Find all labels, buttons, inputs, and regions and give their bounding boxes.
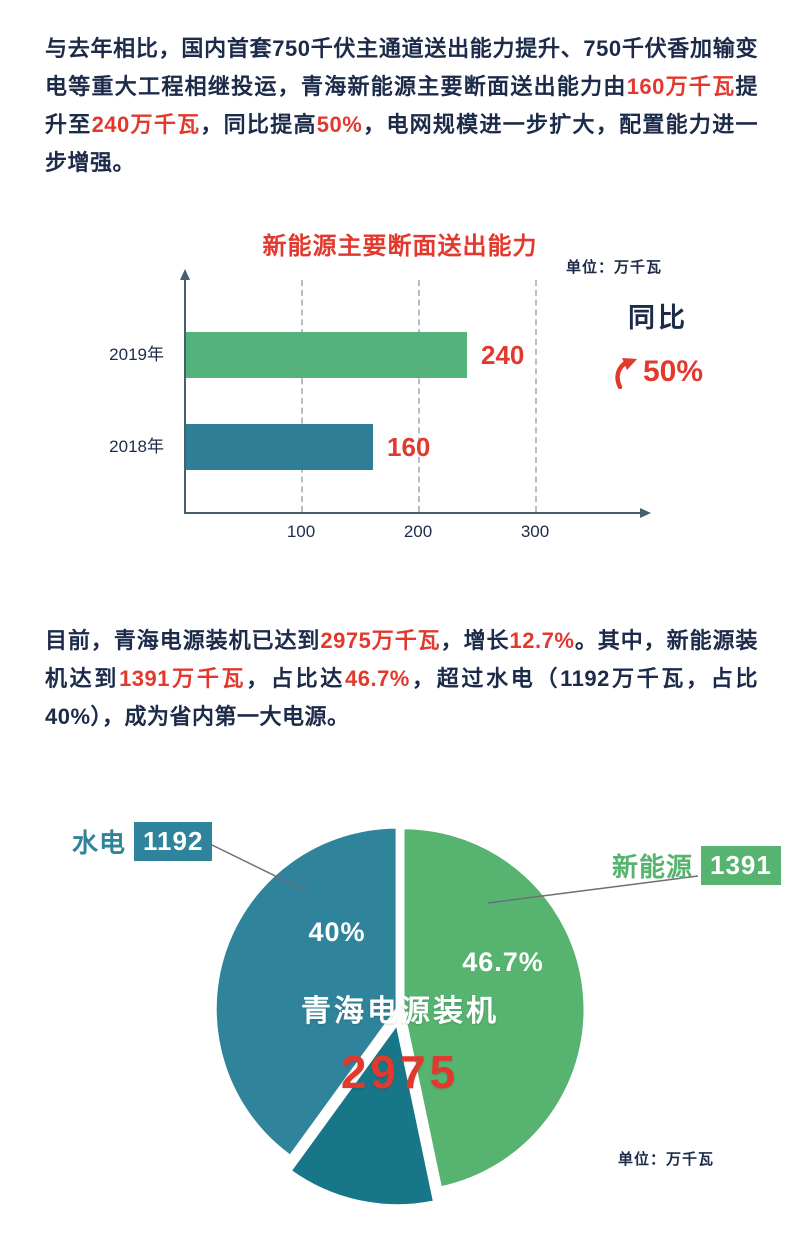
x-axis-arrow-icon: [640, 508, 651, 518]
pie-unit-label: 单位：万千瓦: [618, 1151, 715, 1168]
bar-chart-title: 新能源主要断面送出能力: [262, 233, 538, 260]
bar-value-2019: 240: [481, 339, 525, 370]
gridline: [418, 280, 420, 512]
bar-chart-section: 新能源主要断面送出能力 单位：万千瓦 2019年 2018年 240 160 1…: [0, 226, 800, 550]
text-segment: 240万千瓦: [91, 112, 201, 137]
legend-new-energy-label: 新能源: [612, 852, 694, 882]
pie-chart-section: 水电 1192 新能源 1391 40% 46.7% 青海电源装机 2975 单…: [0, 782, 800, 1252]
yoy-value-row: 50%: [598, 355, 718, 389]
legend-hydro-label: 水电: [72, 828, 127, 858]
yoy-label: 同比: [628, 303, 688, 333]
bar-row-2018: 160: [186, 424, 430, 470]
pie-chart: [213, 825, 587, 1208]
text-segment: 2975万千瓦: [320, 628, 441, 653]
x-axis: [184, 512, 642, 514]
yoy-percentage: 50%: [642, 355, 704, 388]
text-segment: 46.7%: [344, 666, 410, 691]
x-tick-label: 300: [520, 522, 550, 541]
pie-center-total: 2975: [340, 1046, 460, 1098]
text-segment: 。其中，新能源装机达到: [45, 628, 758, 691]
bar-2019: [186, 332, 467, 378]
y-axis-arrow-icon: [180, 269, 190, 280]
legend-new-energy-value-badge: 1391: [701, 846, 781, 885]
paragraph-capacity: 目前，青海电源装机已达到2975万千瓦，增长12.7%。其中，新能源装机达到13…: [45, 622, 758, 736]
legend-hydro: 水电 1192: [72, 822, 213, 861]
gridline: [535, 280, 537, 512]
legend-hydro-value-badge: 1192: [134, 822, 213, 861]
legend-new-energy: 新能源 1391: [612, 846, 781, 885]
pie-percent-new-energy: 46.7%: [462, 947, 544, 977]
pie-slice-新能源: [401, 826, 587, 1190]
pie-slice-水电: [213, 825, 399, 1159]
yoy-annotation: 同比 50%: [598, 296, 718, 389]
bar-chart-plot: 2019年 2018年 240 160 100 200 300 同比 50%: [0, 269, 800, 550]
text-segment: ，超过水电（1192万千瓦，占比40%），成为省内第一大电源。: [45, 666, 758, 729]
text-segment: ，占比达: [246, 666, 345, 691]
x-tick-label: 200: [403, 522, 433, 541]
category-label-2018: 2018年: [109, 437, 164, 456]
pie-slice-other: [288, 1020, 437, 1208]
text-segment: ，电网规模进一步扩大，配置能力进一步增强。: [45, 112, 758, 175]
rising-arrow-icon: [615, 358, 637, 389]
text-segment: 目前，青海电源装机已达到: [45, 628, 321, 653]
pie-center-title: 青海电源装机: [301, 995, 499, 1028]
text-segment: 160万千瓦: [626, 74, 736, 99]
pie-percent-hydro: 40%: [308, 917, 366, 947]
bar-row-2019: 240: [186, 332, 524, 378]
text-segment: 12.7%: [509, 628, 575, 653]
text-segment: 1391万千瓦: [119, 666, 247, 691]
text-segment: 与去年相比，国内首套750千伏主通道送出能力提升、750千伏香加输变电等重大工程…: [45, 36, 758, 99]
text-segment: 50%: [316, 112, 363, 137]
gridline: [301, 280, 303, 512]
y-axis: [184, 280, 186, 514]
paragraph-transmission: 与去年相比，国内首套750千伏主通道送出能力提升、750千伏香加输变电等重大工程…: [45, 0, 758, 182]
text-segment: ，同比提高: [200, 112, 317, 137]
category-label-2019: 2019年: [109, 345, 164, 364]
pie-center-text: 青海电源装机 2975: [230, 994, 570, 1100]
text-segment: ，增长: [440, 628, 510, 653]
text-segment: 提升至: [45, 74, 758, 137]
bar-2018: [186, 424, 373, 470]
x-tick-label: 100: [286, 522, 316, 541]
bar-value-2018: 160: [387, 431, 431, 462]
bar-chart-unit-label: 单位：万千瓦: [565, 259, 662, 276]
